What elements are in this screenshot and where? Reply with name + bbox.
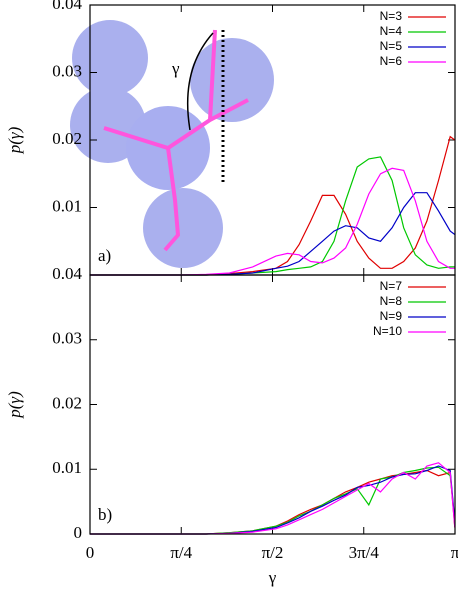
y-tick-label: 0.02	[52, 129, 82, 148]
legend-label: N=5	[380, 39, 403, 53]
y-tick-label: 0.01	[52, 458, 82, 477]
y-tick-label: 0	[74, 523, 83, 542]
legend-label: N=9	[380, 309, 403, 323]
y-tick-label: 0.03	[52, 61, 82, 80]
legend-label: N=7	[380, 279, 403, 293]
x-tick-label: 3π/4	[349, 543, 380, 562]
inset: γ	[70, 6, 274, 268]
angle-arc	[186, 32, 214, 131]
x-tick-label: π/2	[262, 543, 284, 562]
panel-label: a)	[98, 246, 111, 265]
bond	[103, 98, 249, 151]
sphere	[143, 188, 223, 268]
x-tick-label: π/4	[170, 543, 192, 562]
series-line	[90, 167, 455, 276]
legend-label: N=10	[373, 324, 402, 338]
y-tick-label: 0.02	[52, 393, 82, 412]
series-line	[90, 469, 456, 535]
x-tick-label: 0	[86, 543, 95, 562]
series-line	[90, 462, 456, 535]
sphere	[72, 20, 148, 96]
y-tick-label: 0.04	[52, 0, 82, 13]
legend-label: N=4	[380, 24, 403, 38]
bond	[208, 29, 217, 121]
series-line	[90, 192, 456, 276]
plot-frame	[89, 274, 456, 535]
legend-label: N=6	[380, 54, 403, 68]
x-axis-label: γ	[268, 568, 277, 587]
panel: 0 0.01 0.02 0.03 0.04 0 π/4 π/2 3π/4 π N=7N=8N=9N=…	[5, 264, 458, 587]
x-tick-label: π	[451, 543, 458, 562]
panel-label: b)	[98, 505, 112, 524]
y-tick-label: 0.01	[52, 196, 82, 215]
bond	[163, 147, 181, 252]
series-line	[90, 466, 456, 535]
series-line	[90, 465, 456, 535]
y-tick-label: 0.03	[52, 329, 82, 348]
series-line	[90, 135, 456, 276]
y-axis-label: p(γ)	[5, 391, 24, 419]
y-axis-label: p(γ)	[5, 126, 24, 154]
panel: γ 0.01 0.02 0.03 0.04 N=3N=4N=5N=6 a) p(γ)	[5, 0, 456, 276]
legend-label: N=8	[380, 294, 403, 308]
legend-label: N=3	[380, 9, 403, 23]
inset-label: γ	[171, 59, 180, 78]
y-tick-label: 0.04	[52, 264, 82, 283]
